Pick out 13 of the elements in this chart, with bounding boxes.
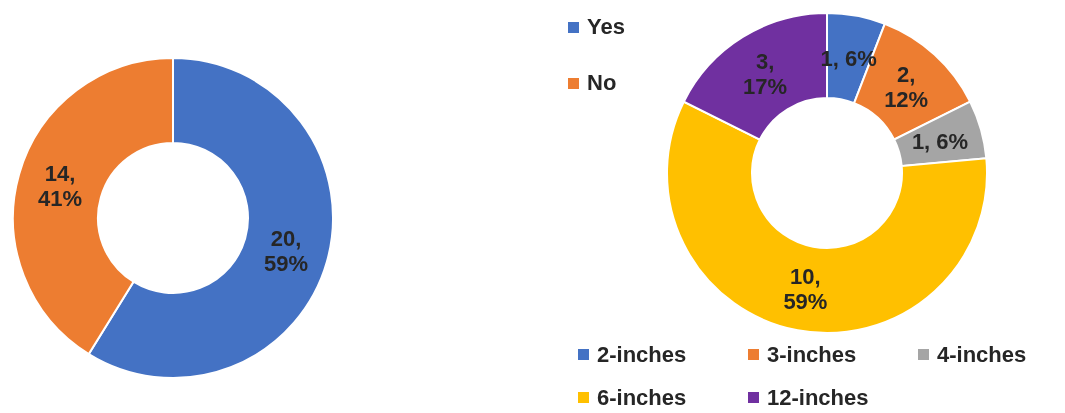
data-label: 3, 17%	[743, 48, 788, 99]
data-label: 20, 59%	[263, 225, 309, 276]
data-label: 1, 6%	[911, 128, 969, 154]
legend-label: 2-inches	[597, 342, 687, 367]
data-label: 14, 41%	[37, 161, 83, 212]
legend-label: 6-inches	[597, 385, 687, 410]
legend-label: 12-inches	[767, 385, 869, 410]
data-label: 10, 59%	[783, 264, 828, 314]
legend-label: 3-inches	[767, 342, 857, 367]
legend-label: No	[587, 70, 617, 96]
legend-label: Yes	[587, 14, 625, 40]
data-label: 2, 12%	[884, 61, 929, 112]
legend-label: 4-inches	[937, 342, 1027, 367]
